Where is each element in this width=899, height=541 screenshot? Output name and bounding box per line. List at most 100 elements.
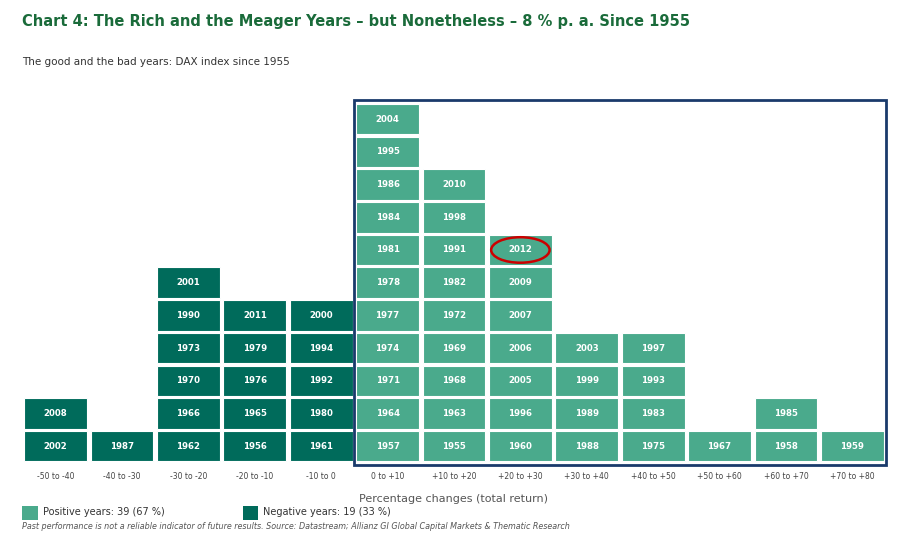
Text: 1973: 1973: [176, 344, 200, 353]
Bar: [289, 431, 352, 461]
Bar: [289, 333, 352, 364]
Text: +70 to +80: +70 to +80: [830, 472, 875, 481]
Bar: [423, 202, 485, 233]
Text: 1989: 1989: [574, 409, 599, 418]
Text: Percentage changes (total return): Percentage changes (total return): [360, 494, 548, 504]
Bar: [224, 333, 286, 364]
Text: 1971: 1971: [376, 377, 400, 385]
Bar: [489, 366, 552, 396]
Text: 1990: 1990: [176, 311, 200, 320]
Bar: [91, 431, 154, 461]
Bar: [224, 431, 286, 461]
Text: -40 to -30: -40 to -30: [103, 472, 141, 481]
Bar: [622, 333, 684, 364]
Text: 1993: 1993: [641, 377, 665, 385]
Text: 1957: 1957: [376, 441, 400, 451]
Text: 1983: 1983: [641, 409, 665, 418]
Bar: [556, 431, 619, 461]
Text: 1967: 1967: [708, 441, 732, 451]
Text: 1959: 1959: [841, 441, 864, 451]
Text: 1958: 1958: [774, 441, 798, 451]
Text: 1997: 1997: [641, 344, 665, 353]
Text: 1982: 1982: [442, 278, 466, 287]
Bar: [489, 431, 552, 461]
Text: -30 to -20: -30 to -20: [170, 472, 207, 481]
Text: 1962: 1962: [176, 441, 200, 451]
Text: 1987: 1987: [110, 441, 134, 451]
Text: 1998: 1998: [442, 213, 466, 222]
Text: 2003: 2003: [574, 344, 599, 353]
Bar: [489, 267, 552, 298]
Text: Negative years: 19 (33 %): Negative years: 19 (33 %): [263, 507, 391, 517]
Bar: [423, 398, 485, 429]
Text: 1991: 1991: [442, 246, 466, 254]
Bar: [157, 431, 220, 461]
Bar: [556, 333, 619, 364]
Bar: [356, 235, 419, 265]
Bar: [157, 300, 220, 331]
Bar: [489, 300, 552, 331]
Bar: [356, 104, 419, 134]
Text: 1996: 1996: [508, 409, 532, 418]
Bar: [754, 431, 817, 461]
Text: 2012: 2012: [509, 246, 532, 254]
Bar: [356, 300, 419, 331]
Bar: [354, 100, 886, 465]
Text: 1966: 1966: [176, 409, 200, 418]
Text: 1976: 1976: [243, 377, 267, 385]
Bar: [356, 267, 419, 298]
Text: +10 to +20: +10 to +20: [432, 472, 476, 481]
Bar: [423, 267, 485, 298]
Bar: [423, 333, 485, 364]
Text: 1978: 1978: [376, 278, 400, 287]
Text: 1988: 1988: [574, 441, 599, 451]
Bar: [622, 398, 684, 429]
Text: The good and the bad years: DAX index since 1955: The good and the bad years: DAX index si…: [22, 57, 290, 67]
Text: 1963: 1963: [442, 409, 466, 418]
Text: 1992: 1992: [309, 377, 334, 385]
Bar: [423, 300, 485, 331]
Bar: [356, 366, 419, 396]
Bar: [754, 398, 817, 429]
Bar: [423, 431, 485, 461]
Text: 1960: 1960: [509, 441, 532, 451]
Text: 1979: 1979: [243, 344, 267, 353]
Bar: [289, 300, 352, 331]
Text: 2005: 2005: [509, 377, 532, 385]
Bar: [289, 366, 352, 396]
Bar: [157, 267, 220, 298]
Text: 1961: 1961: [309, 441, 334, 451]
Text: 1975: 1975: [641, 441, 665, 451]
Text: 1981: 1981: [376, 246, 400, 254]
Text: 1956: 1956: [243, 441, 267, 451]
Text: 1955: 1955: [442, 441, 466, 451]
Text: 1994: 1994: [309, 344, 334, 353]
Text: 1968: 1968: [442, 377, 466, 385]
Text: 1972: 1972: [442, 311, 466, 320]
Text: -50 to -40: -50 to -40: [37, 472, 75, 481]
Text: 2011: 2011: [243, 311, 267, 320]
Text: 2001: 2001: [176, 278, 200, 287]
Text: +20 to +30: +20 to +30: [498, 472, 543, 481]
Bar: [157, 333, 220, 364]
Text: 0 to +10: 0 to +10: [371, 472, 405, 481]
Text: 2010: 2010: [442, 180, 466, 189]
Bar: [157, 366, 220, 396]
Bar: [622, 366, 684, 396]
Bar: [22, 506, 38, 520]
Bar: [489, 333, 552, 364]
Text: 2004: 2004: [376, 115, 399, 124]
Bar: [423, 366, 485, 396]
Text: 1986: 1986: [376, 180, 400, 189]
Text: 2006: 2006: [509, 344, 532, 353]
Bar: [622, 431, 684, 461]
Text: -10 to 0: -10 to 0: [307, 472, 336, 481]
Bar: [356, 398, 419, 429]
Text: -20 to -10: -20 to -10: [236, 472, 273, 481]
Text: 2007: 2007: [509, 311, 532, 320]
Bar: [688, 431, 751, 461]
Text: 1985: 1985: [774, 409, 798, 418]
Text: 1964: 1964: [376, 409, 400, 418]
Bar: [157, 398, 220, 429]
Text: +40 to +50: +40 to +50: [631, 472, 675, 481]
